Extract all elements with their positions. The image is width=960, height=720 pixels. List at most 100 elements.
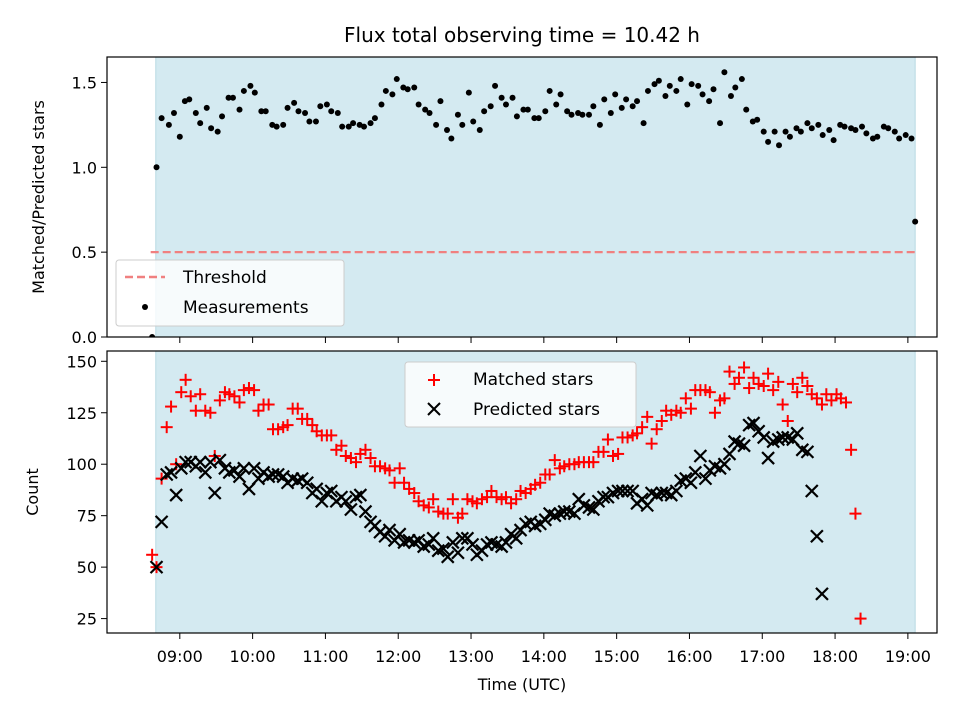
matched-point [597,445,610,458]
measurement-point [644,87,651,94]
x-tick-label: 17:00 [739,647,785,666]
matched-point [291,402,304,415]
top-legend-box [115,259,345,327]
measurement-point [863,130,870,137]
predicted-point-b [382,523,397,537]
predicted-point [339,494,353,509]
predicted-point-b [213,453,227,467]
measurement-point [579,111,586,118]
measurement-point [590,103,597,110]
measurement-point [165,121,172,128]
measurement-point [487,103,494,110]
predicted-point-b [261,469,276,484]
predicted-point [509,531,523,546]
y-tick-label: 0.5 [72,243,97,262]
matched-point [674,406,687,419]
predicted-point-b [698,471,713,486]
predicted-point-b [615,484,630,498]
predicted-point-b [553,506,567,521]
predicted-point-b [237,461,251,476]
measurement-point [557,91,564,98]
matched-point [242,382,255,395]
measurement-point [361,123,368,130]
predicted-point-b [659,486,673,500]
predicted-point [775,430,790,445]
measurement-point [634,98,641,105]
predicted-point-b [786,432,800,447]
measurement-point [524,106,531,113]
matched-point [432,505,445,518]
measurement-point [721,69,728,76]
matched-point [776,398,789,411]
measurement-point [415,101,422,108]
legend-threshold-label: Threshold [182,268,267,288]
x-axis-label: Time (UTC) [477,675,566,694]
measurement-point [219,113,226,120]
matched-point [548,454,561,467]
x-tick-label: 15:00 [594,647,640,666]
predicted-point [499,535,513,550]
measurement-point [229,94,236,101]
predicted-point [669,484,684,498]
predicted-point [586,502,601,517]
measurement-point [612,91,619,98]
matched-point [636,421,649,434]
measurement-point [738,76,745,83]
matched-point [417,499,430,512]
predicted-point [582,500,596,515]
matched-point [810,392,823,405]
predicted-point-b [353,488,368,502]
measurement-point [328,108,335,115]
matched-point [708,406,721,419]
matched-point [335,439,348,452]
predicted-point-b [324,484,339,498]
predicted-point [378,529,392,544]
matched-point [160,421,173,434]
predicted-point [693,449,708,463]
measurement-point [677,76,684,83]
measurement-point [771,128,778,135]
predicted-point [207,486,222,500]
measurement-point [535,115,542,122]
predicted-point [213,453,227,467]
matched-point [364,452,377,465]
matched-point [607,449,620,462]
bottom-legend: Matched stars Predicted stars [404,361,637,428]
series-measurements [149,69,919,337]
predicted-point-b [780,430,795,445]
matched-point [398,476,411,489]
measurement-point [262,108,269,115]
measurement-point [459,121,466,128]
measurement-point [793,125,800,132]
matched-point [612,447,625,460]
measurement-point [378,101,385,108]
predicted-point [446,535,460,550]
matched-point [732,371,745,384]
measurement-point [170,110,177,116]
matched-point [393,462,406,475]
measurement-point [902,132,909,139]
predicted-point [615,484,630,498]
matched-point [184,390,197,403]
matched-point [534,476,547,489]
predicted-point-b [499,535,513,550]
measurement-point [411,84,418,91]
matched-point [825,394,838,407]
axes-frame [106,56,938,338]
matched-point [146,548,159,561]
predicted-point-b [727,434,742,449]
measurement-point [203,104,210,111]
matched-point [752,377,765,390]
matched-point [213,394,226,407]
matched-point [631,427,644,440]
measurement-point [389,91,396,98]
predicted-point-b [309,482,324,496]
matched-point [262,398,275,411]
predicted-point-b [339,494,353,509]
predicted-point [232,469,247,484]
matched-point [179,373,192,386]
matched-point [781,414,794,427]
matched-point [641,410,654,423]
x-tick-label: 12:00 [375,647,421,666]
